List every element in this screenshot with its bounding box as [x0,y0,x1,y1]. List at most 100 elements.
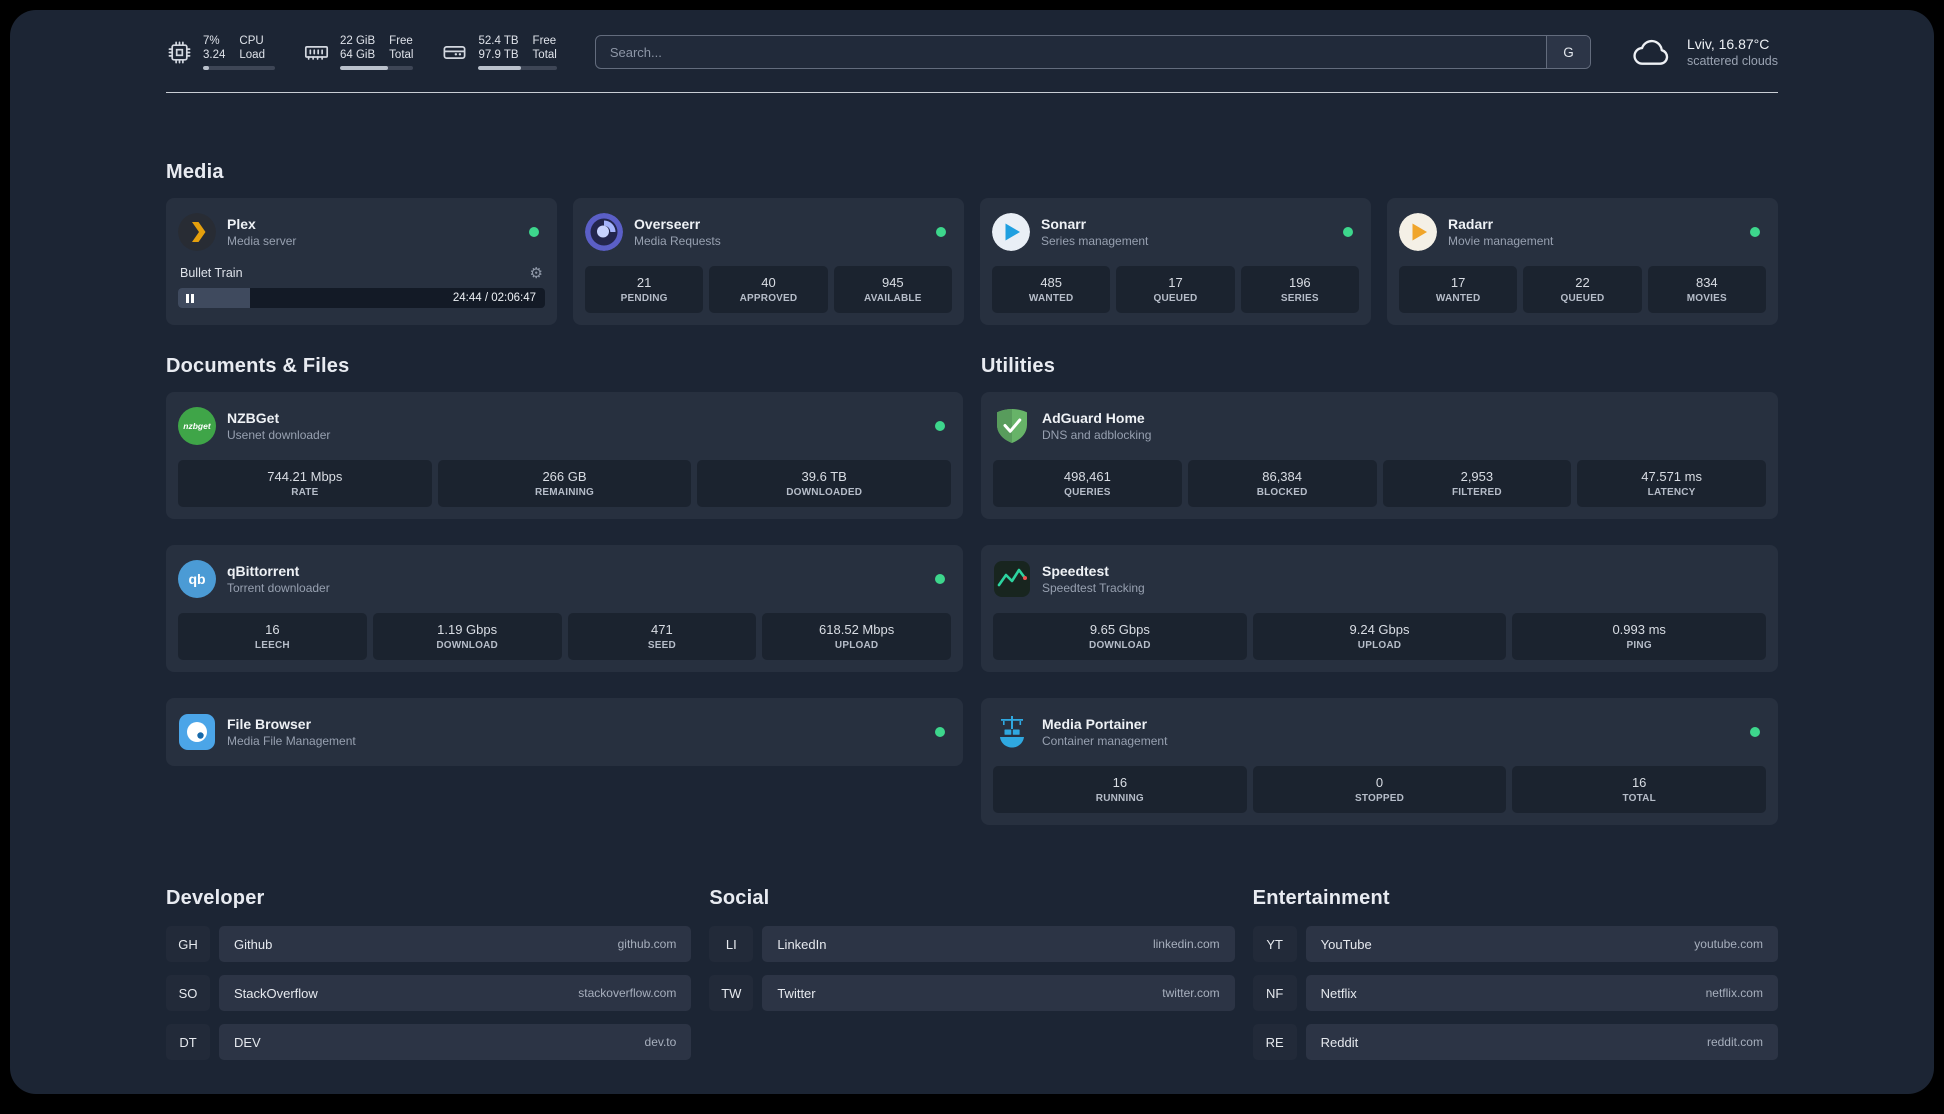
status-dot-online [1343,227,1353,237]
bookmark-linkedin[interactable]: LI LinkedIn linkedin.com [709,926,1235,962]
bookmark-domain: twitter.com [1162,986,1220,1000]
service-link-radarr[interactable]: Radarr Movie management [1399,210,1766,254]
bookmark-dev[interactable]: DT DEV dev.to [166,1024,692,1060]
bookmark-abbr: TW [709,975,754,1011]
service-link-filebrowser[interactable]: File Browser Media File Management [178,710,951,754]
status-dot-online [1750,727,1760,737]
bookmark-twitter[interactable]: TW Twitter twitter.com [709,975,1235,1011]
service-title: Media Portainer [1042,715,1148,732]
service-title: Plex [227,215,256,232]
cpu-labels: CPU Load [239,35,265,61]
stat-box: 196 SERIES [1240,266,1359,313]
stat-box: 1.19 Gbps DOWNLOAD [372,613,562,660]
status-dot-online [935,421,945,431]
service-subtitle: Movie management [1448,233,1554,248]
status-dot-online [1750,227,1760,237]
stat-box: 9.24 Gbps UPLOAD [1252,613,1507,660]
stat-box: 2,953 FILTERED [1382,460,1572,507]
service-subtitle: Media server [227,233,297,248]
search-provider-button[interactable]: G [1545,36,1590,68]
service-link-adguard[interactable]: AdGuard Home DNS and adblocking [993,404,1766,448]
resource-widgets: 7% 3.24 CPU Load [166,34,557,70]
bookmark-name: LinkedIn [777,936,827,952]
playback-progress-fill [178,288,250,308]
stat-box: 9.65 Gbps DOWNLOAD [993,613,1247,660]
bookmark-netflix[interactable]: NF Netflix netflix.com [1252,975,1778,1011]
service-card-qbittorrent: qb qBittorrent Torrent downloader 16 LEE… [166,545,963,672]
stat-box: 17 QUEUED [1116,266,1235,313]
bookmark-youtube[interactable]: YT YouTube youtube.com [1252,926,1778,962]
stat-box: 266 GB REMAINING [437,460,692,507]
section-title-utilities: Utilities [981,355,1056,377]
bookmark-group-social: Social LI LinkedIn linkedin.com TW Twitt… [709,887,1235,1060]
section-title-documents: Documents & Files [166,355,350,377]
bookmark-domain: reddit.com [1706,1035,1763,1049]
service-title: Radarr [1448,215,1494,232]
bookmark-name: StackOverflow [234,985,318,1001]
bookmark-domain: linkedin.com [1152,937,1220,951]
bookmark-name: Github [234,936,273,952]
bookmark-name: YouTube [1320,936,1372,952]
section-documents: Documents & Files nzbget NZBGet Usenet d… [166,355,963,825]
bookmark-group-developer: Developer GH Github github.com SO StackO… [166,887,692,1060]
service-title: Overseerr [634,215,701,232]
stat-box: 744.21 Mbps RATE [178,460,432,507]
section-title-entertainment: Entertainment [1252,887,1390,909]
dashboard: 7% 3.24 CPU Load [10,10,1934,1094]
service-card-portainer: Media Portainer Container management 16 … [981,698,1778,825]
bookmark-domain: youtube.com [1694,937,1763,951]
overseerr-icon [585,213,623,251]
stat-box: 22 QUEUED [1523,266,1642,313]
now-playing-title: Bullet Train [180,266,243,280]
stat-box: 471 SEED [567,613,757,660]
service-link-sonarr[interactable]: Sonarr Series management [992,210,1359,254]
gear-icon[interactable]: ⚙ [529,264,543,282]
bookmark-reddit[interactable]: RE Reddit reddit.com [1252,1024,1778,1060]
section-title-developer: Developer [166,887,265,909]
service-link-plex[interactable]: Plex Media server [178,210,545,254]
service-link-nzbget[interactable]: nzbget NZBGet Usenet downloader [178,404,951,448]
cloud-icon [1629,34,1675,70]
service-card-adguard: AdGuard Home DNS and adblocking 498,461 … [981,392,1778,519]
top-bar: 7% 3.24 CPU Load [166,34,1778,70]
stat-box: 16 RUNNING [993,766,1247,813]
memory-free: 22 GiB [340,35,376,47]
memory-labels: Free Total [389,35,414,61]
cpu-widget: 7% 3.24 CPU Load [166,34,275,70]
service-link-overseerr[interactable]: Overseerr Media Requests [585,210,952,254]
status-dot-online [936,227,946,237]
service-card-filebrowser: File Browser Media File Management [166,698,963,766]
cpu-percent: 7% [203,35,220,47]
service-subtitle: Speedtest Tracking [1042,580,1145,595]
qbittorrent-icon: qb [178,560,216,598]
service-title: Sonarr [1041,215,1087,232]
stat-box: 39.6 TB DOWNLOADED [697,460,952,507]
stat-box: 834 MOVIES [1647,266,1766,313]
pause-icon[interactable] [178,293,196,303]
disk-values: 52.4 TB 97.9 TB [478,34,518,62]
filebrowser-icon [178,713,216,751]
bookmark-github[interactable]: GH Github github.com [166,926,692,962]
service-link-qbittorrent[interactable]: qb qBittorrent Torrent downloader [178,557,951,601]
service-subtitle: DNS and adblocking [1042,427,1152,442]
plex-now-playing: Bullet Train ⚙ 24:44 / 02:06:47 [178,264,545,308]
service-card-overseerr: Overseerr Media Requests 21 PENDING 40 A… [573,198,964,325]
bookmark-name: DEV [234,1034,261,1050]
bookmark-abbr: NF [1252,975,1297,1011]
service-link-portainer[interactable]: Media Portainer Container management [993,710,1766,754]
service-link-speedtest[interactable]: Speedtest Speedtest Tracking [993,557,1766,601]
stat-box: 485 WANTED [992,266,1111,313]
weather-condition: scattered clouds [1686,54,1778,68]
service-card-plex: Plex Media server Bullet Train ⚙ 24:44 /… [166,198,557,325]
disk-icon [441,39,468,66]
bookmark-stackoverflow[interactable]: SO StackOverflow stackoverflow.com [166,975,692,1011]
bookmark-abbr: GH [166,926,210,962]
service-title: qBittorrent [227,562,300,579]
service-card-sonarr: Sonarr Series management 485 WANTED 17 Q… [980,198,1371,325]
search-bar: G [594,35,1591,69]
stat-box: 618.52 Mbps UPLOAD [762,613,951,660]
playback-progress-bar[interactable]: 24:44 / 02:06:47 [178,288,545,308]
section-title-social: Social [709,887,770,909]
search-input[interactable] [595,36,1546,68]
bookmark-abbr: YT [1252,926,1297,962]
